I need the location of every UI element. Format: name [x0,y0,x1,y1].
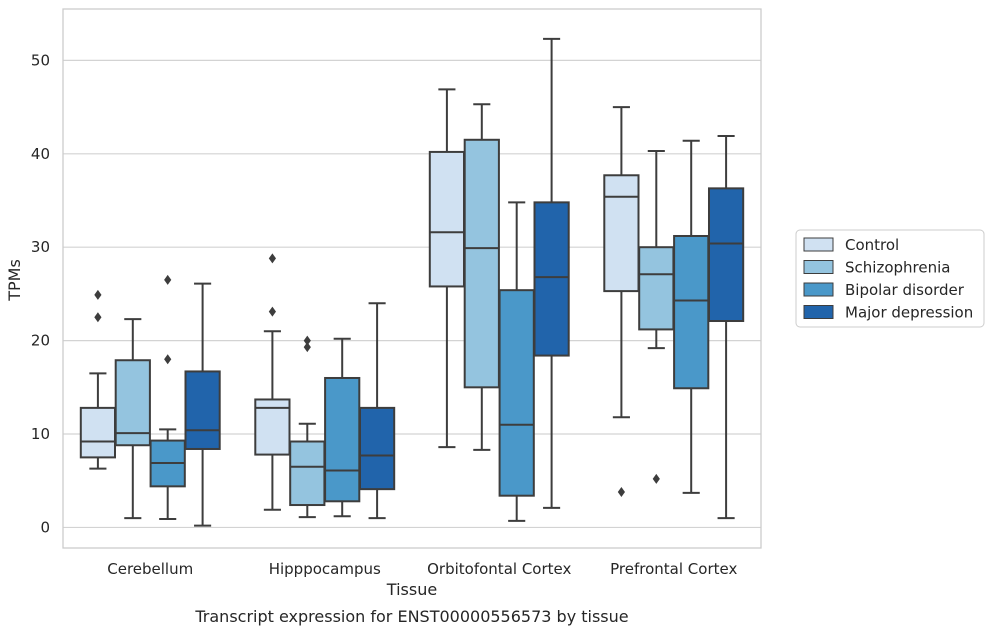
legend-swatch [803,282,834,297]
grid-lines [63,59,761,529]
box-bipolar-disorder-0 [149,274,186,521]
y-tick-labels: 0 10 20 30 40 50 [31,51,50,536]
y-tick-label: 0 [40,518,50,536]
y-tick-label: 20 [31,332,50,350]
box-iqr [638,246,675,331]
box-iqr [428,150,466,288]
box-iqr [289,440,326,507]
y-axis-label: TPMs [5,259,24,302]
box-major-depression-2 [533,37,570,509]
boxes [79,37,745,527]
legend-label: Schizophrenia [845,259,950,277]
x-axis-label: Tissue [386,580,437,599]
box-iqr [114,359,151,447]
plot-frame [62,8,762,549]
x-tick-label: Prefrontal Cortex [610,560,737,578]
box-iqr [707,187,745,323]
box-iqr [673,234,710,390]
legend-frame [795,229,985,328]
outlier-point [268,306,276,317]
box-iqr [184,370,221,450]
x-tick-label: Cerebellum [107,560,193,578]
box-schizophrenia-2 [463,103,500,451]
box-major-depression-1 [358,302,396,520]
chart-caption: Transcript expression for ENST0000055657… [194,607,628,626]
outlier-point [164,354,172,365]
outlier-point [303,335,311,346]
legend-label: Major depression [845,304,973,322]
x-tick-label: Orbitofontal Cortex [427,560,571,578]
box-iqr [358,406,396,491]
box-bipolar-disorder-2 [498,201,535,522]
legend-label: Control [845,236,899,254]
box-control-3 [603,106,640,497]
outlier-point [94,312,102,323]
outlier-point [164,274,172,285]
outlier-point [94,289,102,300]
y-tick-label: 30 [31,238,50,256]
y-tick-label: 40 [31,145,50,163]
outlier-point [617,486,625,497]
box-iqr [498,289,535,497]
box-iqr [79,406,117,459]
legend-items: Control Schizophrenia Bipolar disorder Majo… [803,236,973,322]
box-bipolar-disorder-1 [324,337,361,518]
outlier-point [652,473,660,484]
y-tick-label: 10 [31,425,50,443]
legend: Control Schizophrenia Bipolar disorder Majo… [795,229,985,328]
box-schizophrenia-3 [638,149,675,484]
box-major-depression-0 [184,282,221,527]
box-iqr [324,376,361,503]
outlier-point [268,253,276,264]
box-schizophrenia-0 [114,318,151,520]
box-iqr [463,138,500,389]
box-major-depression-3 [707,135,745,520]
legend-label: Bipolar disorder [845,281,965,299]
box-iqr [603,174,640,293]
box-control-1 [254,253,291,511]
y-tick-label: 50 [31,51,50,69]
x-tick-label: Hipppocampus [269,560,381,578]
box-iqr [533,201,570,357]
legend-swatch [803,260,834,274]
legend-swatch [803,305,834,319]
x-tick-labels: Cerebellum Hipppocampus Orbitofontal Corte… [107,560,737,578]
box-schizophrenia-1 [289,335,326,519]
outlier-point [303,342,311,353]
legend-swatch [803,237,834,252]
